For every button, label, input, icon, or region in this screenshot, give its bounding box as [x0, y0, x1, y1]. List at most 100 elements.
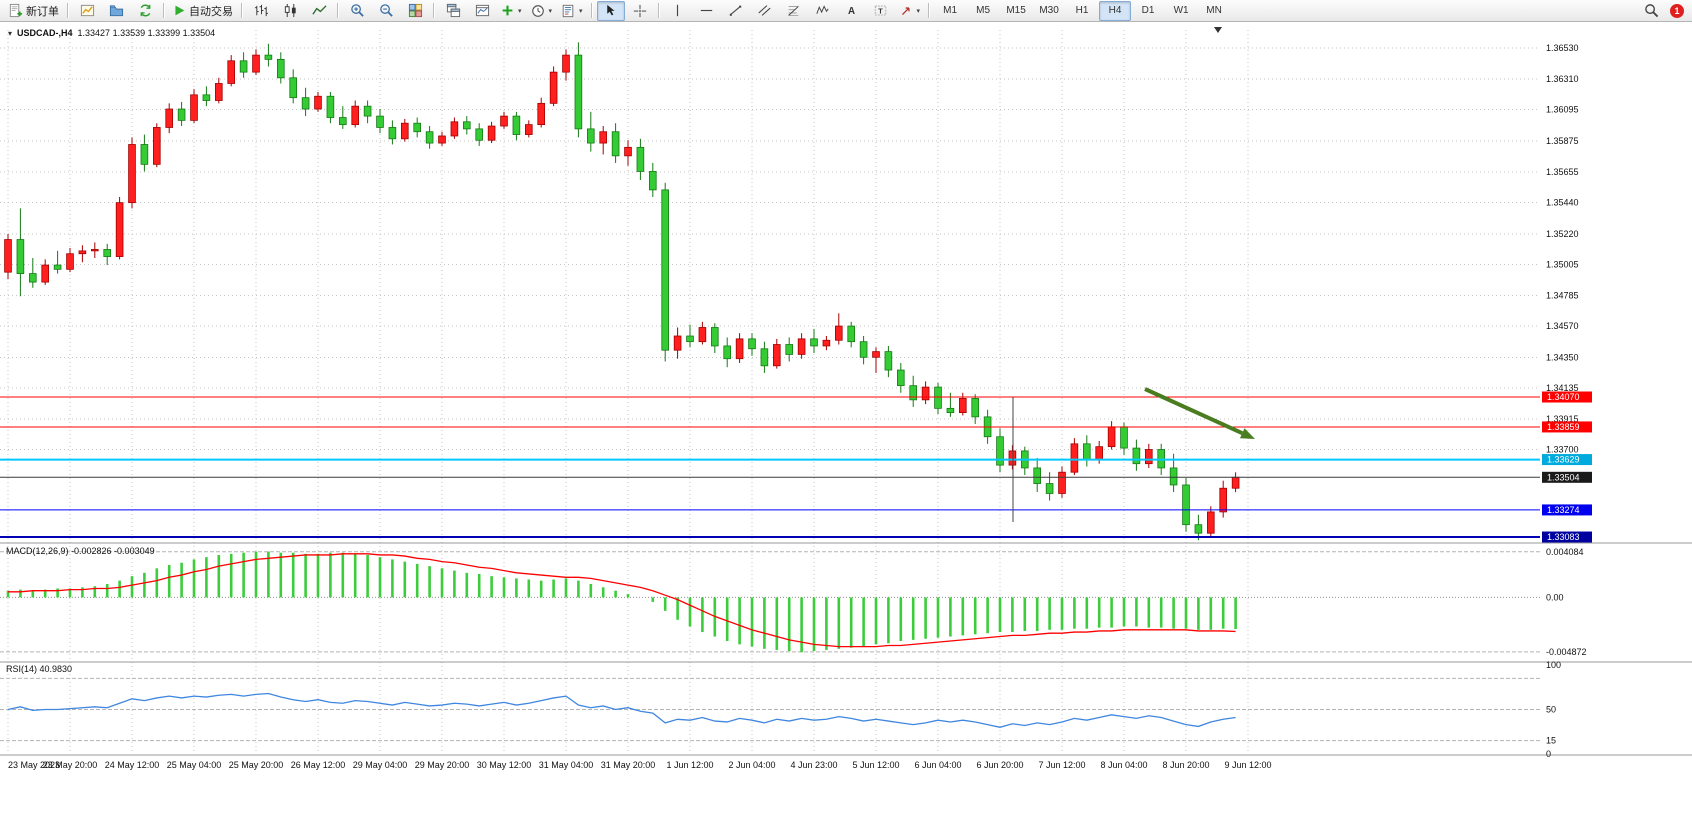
profiles-button[interactable]	[102, 1, 130, 21]
zoom-out-button[interactable]	[372, 1, 400, 21]
chart-canvas[interactable]: 1.36530 1.36310 1.36095 1.35875 1.35655 1.354…	[0, 22, 1692, 838]
symbol-period-label: USDCAD-,H4	[17, 28, 73, 38]
quote-ohlc-label: 1.33427 1.33539 1.33399 1.33504	[77, 28, 216, 38]
auto-trading-label: 自动交易	[189, 5, 233, 18]
cursor-icon	[607, 4, 615, 16]
cascade-windows-button[interactable]	[439, 1, 467, 21]
timeframe-m5-button[interactable]: M5	[976, 5, 991, 16]
clock-icon	[531, 4, 544, 17]
timeframe-h1-button[interactable]: H1	[1075, 5, 1089, 16]
auto-trading-button[interactable]: 自动交易	[169, 1, 237, 21]
timeframe-m1-button[interactable]: M1	[943, 5, 958, 16]
zoom-in-button[interactable]	[343, 1, 371, 21]
svg-text:24 May 12:00: 24 May 12:00	[105, 760, 160, 770]
candlestick-icon	[284, 3, 296, 18]
svg-text:1.33504: 1.33504	[1547, 472, 1580, 482]
svg-text:30 May 12:00: 30 May 12:00	[477, 760, 532, 770]
cursor-tool-button[interactable]	[596, 0, 625, 21]
channel-tool-button[interactable]	[751, 1, 779, 21]
svg-text:1.36095: 1.36095	[1546, 105, 1579, 115]
toolbar-separator	[657, 3, 660, 18]
svg-text:25 May 20:00: 25 May 20:00	[229, 760, 284, 770]
time-grid	[7, 30, 1249, 754]
svg-text:29 May 04:00: 29 May 04:00	[353, 760, 408, 770]
timeframe-mn-button[interactable]: MN	[1206, 5, 1222, 16]
new-chart-button[interactable]	[73, 1, 101, 21]
svg-text:T: T	[878, 6, 883, 15]
svg-text:2 Jun 04:00: 2 Jun 04:00	[728, 760, 775, 770]
candlestick-series	[4, 42, 1240, 541]
crosshair-icon	[633, 4, 646, 17]
zoom-in-icon	[350, 4, 364, 17]
chart-title: ▾ USDCAD-,H4 1.33427 1.33539 1.33399 1.3…	[8, 28, 215, 38]
tile-windows-button[interactable]	[401, 1, 429, 21]
timeframe-m15-button[interactable]: M15	[1006, 5, 1026, 16]
horizontal-line-tool-button[interactable]	[693, 1, 721, 21]
periods-button[interactable]: ▾	[527, 1, 557, 21]
svg-text:1.35220: 1.35220	[1546, 229, 1579, 239]
svg-text:1.33859: 1.33859	[1547, 422, 1580, 432]
svg-text:15: 15	[1546, 736, 1556, 746]
notification-badge[interactable]: 1	[1670, 3, 1684, 18]
svg-text:1.34135: 1.34135	[1546, 383, 1579, 393]
svg-text:6 Jun 20:00: 6 Jun 20:00	[976, 760, 1023, 770]
search-button[interactable]	[1637, 1, 1665, 21]
timeframe-m30-button[interactable]: M30	[1039, 5, 1059, 16]
svg-text:1.33274: 1.33274	[1547, 505, 1580, 515]
text-label-icon: T	[874, 5, 887, 16]
rsi-indicator-label: RSI(14) 40.9830	[6, 664, 73, 674]
horizontal-lines[interactable]: 1.34070 1.33859 1.33629 1.33504 1.33274 1.330…	[0, 391, 1592, 543]
svg-text:1.35005: 1.35005	[1546, 259, 1579, 269]
bar-chart-mode-button[interactable]	[247, 1, 275, 21]
line-chart-mode-button[interactable]	[305, 1, 333, 21]
svg-text:4 Jun 23:00: 4 Jun 23:00	[790, 760, 837, 770]
trendline-tool-button[interactable]	[722, 1, 750, 21]
vertical-line-icon	[676, 4, 679, 17]
svg-text:26 May 12:00: 26 May 12:00	[291, 760, 346, 770]
vertical-line-tool-button[interactable]	[664, 1, 692, 21]
svg-text:29 May 20:00: 29 May 20:00	[415, 760, 470, 770]
svg-text:-0.004872: -0.004872	[1546, 647, 1587, 657]
cascade-windows-icon	[446, 3, 460, 18]
svg-text:100: 100	[1546, 660, 1561, 670]
svg-text:1.35655: 1.35655	[1546, 167, 1579, 177]
macd-indicator-label: MACD(12,26,9) -0.002826 -0.003049	[6, 546, 155, 556]
horizontal-line-icon	[700, 9, 713, 12]
svg-text:1.33700: 1.33700	[1546, 444, 1579, 454]
template-icon	[562, 4, 574, 17]
timeframe-d1-button[interactable]: D1	[1141, 5, 1155, 16]
svg-text:1.33915: 1.33915	[1546, 414, 1579, 424]
refresh-button[interactable]	[131, 1, 159, 21]
svg-text:1.33629: 1.33629	[1547, 455, 1580, 465]
toolbar-separator	[928, 3, 931, 18]
timeframe-h4-button[interactable]: H4	[1099, 0, 1132, 21]
crosshair-tool-button[interactable]	[626, 1, 654, 21]
label-tool-button[interactable]: T	[867, 1, 895, 21]
arrows-tool-button[interactable]: ▾	[896, 1, 925, 21]
toolbar-separator	[67, 3, 69, 18]
templates-button[interactable]: ▾	[557, 1, 587, 21]
svg-text:1.34570: 1.34570	[1546, 321, 1579, 331]
new-window-button[interactable]	[468, 1, 496, 21]
chart-window-icon	[475, 4, 489, 17]
text-tool-button[interactable]: A	[838, 1, 866, 21]
svg-text:9 Jun 12:00: 9 Jun 12:00	[1224, 760, 1271, 770]
chart-shift-marker[interactable]	[1214, 27, 1222, 33]
svg-text:31 May 20:00: 31 May 20:00	[601, 760, 656, 770]
timeframe-w1-button[interactable]: W1	[1173, 5, 1189, 16]
svg-text:7 Jun 12:00: 7 Jun 12:00	[1038, 760, 1085, 770]
fibonacci-tool-button[interactable]	[780, 1, 808, 21]
svg-text:1.34350: 1.34350	[1546, 352, 1579, 362]
arrow-tool-icon	[901, 7, 910, 16]
new-order-button[interactable]: 新订单	[4, 1, 63, 21]
add-indicator-button[interactable]: ▾	[497, 1, 526, 21]
trend-arrow-annotation[interactable]	[1144, 387, 1255, 439]
new-order-label: 新订单	[26, 5, 59, 18]
svg-text:1.34070: 1.34070	[1547, 392, 1580, 402]
candlestick-mode-button[interactable]	[276, 1, 304, 21]
chart-dropdown-icon[interactable]: ▾	[8, 28, 13, 38]
svg-text:1.33083: 1.33083	[1547, 532, 1580, 542]
shapes-tool-button[interactable]	[809, 1, 837, 21]
svg-text:31 May 04:00: 31 May 04:00	[539, 760, 594, 770]
